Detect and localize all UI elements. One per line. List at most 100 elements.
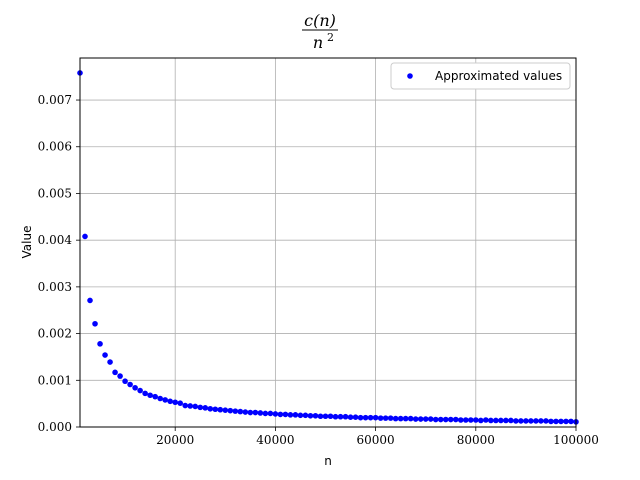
data-point xyxy=(277,411,284,418)
y-axis-ticks: 0.000 0.001 0.002 0.003 0.004 0.005 0.006 0.007 xyxy=(38,93,80,434)
data-point xyxy=(548,418,554,425)
data-point xyxy=(347,414,354,420)
y-tick-label: 0.002 xyxy=(38,327,72,341)
data-point xyxy=(117,373,123,379)
x-axis-label: n xyxy=(324,454,332,468)
data-point xyxy=(122,378,128,385)
data-point xyxy=(297,412,304,419)
data-point xyxy=(142,390,148,397)
data-point xyxy=(478,417,484,424)
data-point xyxy=(447,416,454,423)
data-point xyxy=(172,399,178,406)
y-tick-label: 0.007 xyxy=(38,93,72,107)
data-point xyxy=(462,417,469,423)
chart-title-exponent: 2 xyxy=(327,31,334,44)
data-point xyxy=(483,417,489,423)
data-point xyxy=(262,410,269,417)
data-point xyxy=(382,415,389,421)
data-point xyxy=(367,414,374,421)
data-point xyxy=(332,413,339,420)
data-point xyxy=(417,416,424,422)
chart-title-denominator: n xyxy=(313,33,323,52)
data-point xyxy=(127,381,133,388)
data-point xyxy=(292,412,299,418)
legend: Approximated values xyxy=(390,62,571,90)
data-point xyxy=(242,409,249,415)
data-point xyxy=(132,384,138,391)
data-point xyxy=(568,418,574,425)
data-point xyxy=(442,416,449,423)
y-tick-label: 0.003 xyxy=(38,280,72,294)
data-point xyxy=(523,418,529,424)
x-tick-label: 60000 xyxy=(357,433,395,447)
data-point xyxy=(137,387,143,394)
data-point xyxy=(87,297,93,304)
data-point xyxy=(272,411,279,417)
data-point xyxy=(513,418,519,424)
data-point xyxy=(452,416,459,423)
data-point xyxy=(97,341,103,347)
x-tick-label: 20000 xyxy=(156,433,194,447)
data-point xyxy=(372,414,379,421)
data-point xyxy=(282,411,289,418)
data-point xyxy=(192,403,199,410)
data-point xyxy=(362,414,369,421)
data-point xyxy=(322,413,329,420)
data-point xyxy=(553,418,559,425)
chart-title: c(n) n 2 xyxy=(302,11,338,52)
data-point xyxy=(508,417,514,424)
data-point xyxy=(488,417,494,424)
data-point xyxy=(528,418,534,424)
data-point xyxy=(202,405,209,411)
data-point xyxy=(457,417,464,423)
data-point xyxy=(107,359,113,365)
y-tick-label: 0.006 xyxy=(38,140,72,154)
data-point xyxy=(312,412,319,419)
plot-area xyxy=(80,58,576,427)
data-points xyxy=(77,70,579,425)
legend-box xyxy=(390,62,571,90)
data-point xyxy=(212,406,219,413)
data-point xyxy=(498,417,504,424)
data-point xyxy=(207,405,214,412)
data-point xyxy=(162,397,168,403)
data-point xyxy=(222,407,229,413)
y-tick-label: 0.000 xyxy=(38,420,72,434)
y-tick-label: 0.005 xyxy=(38,186,72,200)
data-point xyxy=(177,400,184,406)
data-point xyxy=(503,417,509,424)
data-point xyxy=(437,416,444,423)
chart-title-numerator: c(n) xyxy=(304,11,336,30)
data-point xyxy=(82,233,88,240)
data-point xyxy=(387,415,394,421)
data-point xyxy=(302,412,309,419)
data-point xyxy=(357,414,364,421)
x-tick-label: 100000 xyxy=(553,433,599,447)
data-point xyxy=(112,369,118,376)
x-tick-label: 80000 xyxy=(457,433,495,447)
data-point xyxy=(558,418,564,425)
legend-marker xyxy=(407,73,413,79)
data-point xyxy=(563,418,569,425)
data-point xyxy=(227,407,234,414)
data-point xyxy=(432,416,439,423)
data-point xyxy=(352,414,359,420)
data-point xyxy=(157,395,163,402)
data-point xyxy=(217,406,224,413)
y-tick-label: 0.004 xyxy=(38,233,73,247)
data-point xyxy=(472,417,479,423)
data-point xyxy=(237,408,244,415)
data-point xyxy=(267,410,274,417)
data-point xyxy=(182,402,189,409)
data-point xyxy=(307,412,314,419)
data-point xyxy=(337,413,344,420)
data-point xyxy=(252,409,259,416)
data-point xyxy=(467,417,474,423)
data-point xyxy=(152,393,158,400)
data-point xyxy=(232,408,239,414)
data-point xyxy=(377,415,384,421)
data-point xyxy=(392,415,399,422)
x-tick-label: 40000 xyxy=(256,433,294,447)
data-point xyxy=(402,415,409,422)
